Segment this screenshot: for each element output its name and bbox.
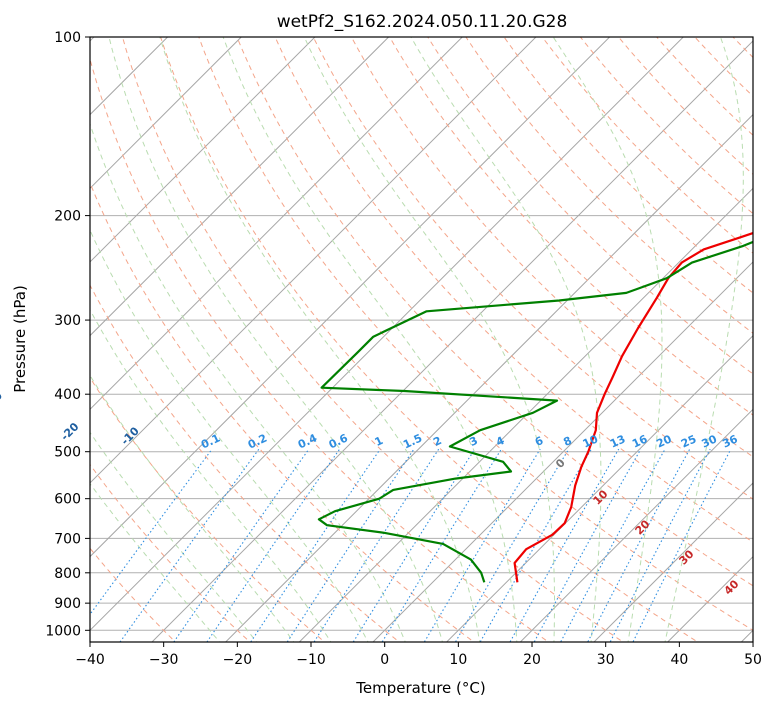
moist-adiabat-line: [664, 37, 744, 642]
reference-label: 13: [608, 432, 627, 450]
mixing-ratio-line: [454, 448, 570, 642]
dry-adiabat-line: [90, 181, 475, 642]
isotherm-line: [593, 482, 753, 642]
mixing-ratio-line: [632, 448, 732, 642]
moist-adiabat-line: [108, 37, 443, 642]
dry-adiabat-line: [312, 37, 753, 500]
dry-adiabat-line: [160, 37, 699, 642]
dry-adiabat-line: [236, 37, 753, 587]
y-tick-label: 300: [54, 313, 81, 329]
reference-label: -30: [0, 389, 5, 412]
x-tick-label: −40: [75, 652, 105, 668]
mixing-ratio-line: [533, 448, 642, 642]
dry-adiabat-line: [90, 376, 326, 642]
reference-label: 36: [720, 432, 740, 450]
y-axis: 100 200 300 400 500 600 700 800 900 1000: [45, 30, 90, 639]
dry-adiabat-line: [389, 37, 753, 416]
x-tick-label: 20: [523, 652, 541, 668]
isotherm-line: [445, 334, 753, 642]
mixing-ratio-line: [313, 448, 440, 642]
moist-adiabat-line: [90, 308, 332, 642]
isotherm-line: [372, 261, 753, 642]
isotherm-line: [90, 37, 463, 410]
moist-adiabat-line: [90, 228, 369, 642]
dry-adiabat-line: [121, 37, 625, 642]
mixing-ratio-line: [609, 448, 711, 642]
dry-adiabat-line: [198, 37, 753, 631]
y-tick-label: 100: [54, 30, 81, 46]
mixing-ratio-line: [423, 448, 541, 642]
isotherm-line: [151, 40, 753, 642]
reference-label: 25: [679, 432, 698, 450]
x-tick-label: 40: [670, 652, 688, 668]
isotherm-line: [90, 37, 537, 484]
isotherm-line: [90, 37, 685, 632]
isotherm-line: [90, 37, 611, 558]
moist-adiabat-line: [90, 122, 406, 642]
y-tick-label: 400: [54, 387, 81, 403]
isotherm-line: [90, 37, 242, 189]
x-tick-label: 0: [380, 652, 389, 668]
isotherm-line: [224, 113, 753, 642]
temperature-profile-line: [513, 231, 753, 583]
x-tick-label: −10: [296, 652, 326, 668]
background-lines: [90, 24, 775, 646]
dry-adiabat-line: [90, 284, 401, 642]
isotherm-line: [90, 37, 316, 263]
moist-adiabat-line: [159, 37, 481, 642]
chart-title: wetPf2_S162.2024.050.11.20.G28: [277, 12, 568, 32]
isotherm-line: [90, 37, 390, 337]
x-tick-label: 30: [597, 652, 615, 668]
y-tick-label: 700: [54, 531, 81, 547]
x-axis-label: Temperature (°C): [355, 679, 485, 697]
y-tick-label: 500: [54, 445, 81, 461]
y-tick-label: 600: [54, 492, 81, 508]
plot-frame: [89, 36, 754, 643]
x-axis: −40 −30 −20 −10 0 10 20 30 40 50: [75, 642, 762, 668]
reference-label: 16: [630, 432, 650, 450]
moist-adiabat-line: [410, 37, 602, 642]
moist-adiabat-line: [90, 374, 295, 642]
mixing-ratio-line: [509, 448, 620, 642]
mixing-ratio-line: [173, 448, 310, 642]
profile-series: [317, 231, 753, 583]
reference-label: 30: [700, 432, 720, 450]
dry-adiabat-line: [274, 37, 753, 543]
y-tick-label: 900: [54, 596, 81, 612]
dewpoint-profile-line: [317, 240, 753, 583]
isotherm-line: [519, 408, 753, 642]
reference-label: 20: [654, 432, 674, 450]
mixing-ratio-line: [206, 448, 341, 642]
mixing-ratio-line: [119, 448, 260, 642]
reference-label: -20: [58, 420, 81, 443]
x-tick-label: −20: [223, 652, 253, 668]
y-axis-label: Pressure (hPa): [11, 285, 29, 393]
isotherm-line: [298, 187, 753, 642]
moist-adiabat-line: [303, 37, 555, 642]
mixing-ratio-line: [381, 448, 502, 642]
mixing-ratio-line: [352, 448, 476, 642]
x-tick-label: −30: [149, 652, 179, 668]
y-tick-label: 200: [54, 209, 81, 225]
dry-adiabat-line: [758, 24, 775, 646]
moist-adiabat-line: [90, 431, 258, 642]
dry-adiabat-line: [90, 57, 550, 642]
mixing-ratio-line: [250, 448, 381, 642]
reference-label: 10: [581, 432, 601, 450]
moist-adiabat-line: [552, 37, 663, 642]
x-tick-label: 10: [449, 652, 467, 668]
x-tick-label: 50: [744, 652, 762, 668]
mixing-ratio-line: [286, 448, 415, 642]
y-tick-label: 1000: [45, 623, 81, 639]
y-tick-label: 800: [54, 566, 81, 582]
plot-area: [90, 37, 753, 642]
